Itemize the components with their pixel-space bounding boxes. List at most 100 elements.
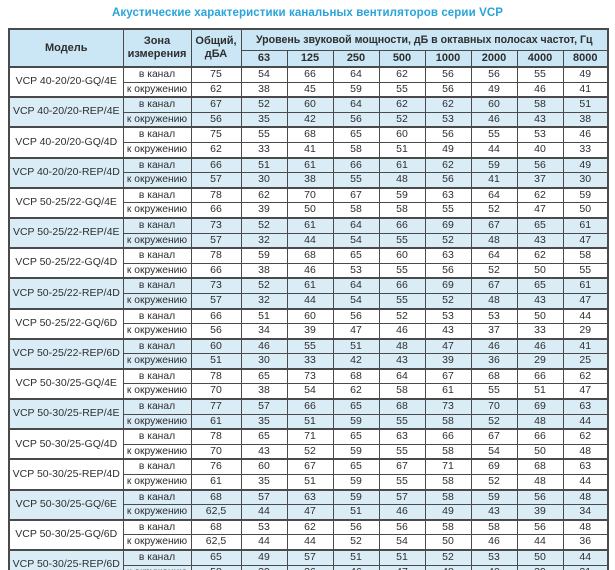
zone-cell: к окружению: [122, 413, 192, 430]
value-cell-125hz: 38: [286, 172, 334, 189]
table-row: VCP 50-30/25-REP/4D в канал 76 60 67 65 67 71 69…: [8, 458, 609, 491]
value-cell-250hz: 65: [332, 428, 380, 445]
value-cell-125hz: 61: [286, 216, 334, 234]
value-cell-8000hz: 49: [562, 156, 609, 174]
value-cell-500hz: 54: [378, 534, 426, 551]
total-dba-cell: 57: [190, 292, 242, 310]
value-cell-500hz: 62: [378, 96, 426, 113]
value-cell-63hz: 60: [240, 458, 288, 476]
value-cell-2000hz: 59: [470, 488, 518, 506]
zone-cell: в канал: [122, 156, 192, 174]
value-cell-4000hz: 65: [516, 216, 564, 234]
value-cell-1000hz: 53: [424, 111, 472, 128]
total-dba-cell: 78: [190, 186, 242, 204]
total-dba-cell: 66: [190, 156, 242, 174]
value-cell-125hz: 66: [286, 65, 334, 83]
value-cell-250hz: 64: [332, 216, 380, 234]
value-cell-8000hz: 63: [562, 398, 609, 415]
value-cell-500hz: 63: [378, 428, 426, 445]
value-cell-2000hz: 59: [470, 156, 518, 174]
value-cell-63hz: 54: [240, 65, 288, 83]
value-cell-250hz: 54: [332, 232, 380, 249]
value-cell-8000hz: 62: [562, 367, 609, 385]
value-cell-8000hz: 44: [562, 413, 609, 430]
value-cell-4000hz: 58: [516, 96, 564, 113]
zone-cell: к окружению: [122, 141, 192, 159]
zone-cell: в канал: [122, 277, 192, 294]
value-cell-63hz: 57: [240, 488, 288, 506]
value-cell-250hz: 65: [332, 398, 380, 415]
value-cell-500hz: 58: [378, 202, 426, 219]
zone-cell: к окружению: [122, 202, 192, 219]
value-cell-8000hz: 44: [562, 548, 609, 566]
value-cell-1000hz: 63: [424, 247, 472, 264]
value-cell-8000hz: 50: [562, 202, 609, 219]
value-cell-63hz: 43: [240, 443, 288, 460]
value-cell-63hz: 44: [240, 504, 288, 521]
value-cell-8000hz: 47: [562, 383, 609, 400]
value-cell-500hz: 55: [378, 232, 426, 249]
value-cell-1000hz: 49: [424, 504, 472, 521]
total-dba-cell: 61: [190, 474, 242, 491]
value-cell-4000hz: 47: [516, 202, 564, 219]
value-cell-8000hz: 63: [562, 458, 609, 476]
value-cell-1000hz: 49: [424, 141, 472, 159]
zone-cell: к окружению: [122, 383, 192, 400]
value-cell-250hz: 56: [332, 307, 380, 325]
value-cell-250hz: 59: [332, 413, 380, 430]
col-header-freq-125: 125: [286, 50, 334, 68]
value-cell-8000hz: 34: [562, 504, 609, 521]
value-cell-125hz: 47: [286, 504, 334, 521]
value-cell-125hz: 44: [286, 534, 334, 551]
value-cell-8000hz: 62: [562, 428, 609, 445]
value-cell-125hz: 73: [286, 367, 334, 385]
value-cell-4000hz: 50: [516, 443, 564, 460]
value-cell-4000hz: 46: [516, 337, 564, 355]
value-cell-4000hz: 51: [516, 383, 564, 400]
total-dba-cell: 56: [190, 323, 242, 340]
total-dba-cell: 57: [190, 172, 242, 189]
total-dba-cell: 66: [190, 262, 242, 279]
value-cell-63hz: 46: [240, 337, 288, 355]
table-row: к окружению 51 30 33 42 43 39 36 29 25: [9, 353, 609, 370]
value-cell-1000hz: 52: [424, 548, 472, 566]
value-cell-63hz: 38: [240, 383, 288, 400]
value-cell-2000hz: 67: [470, 277, 518, 294]
value-cell-63hz: 35: [240, 474, 288, 491]
zone-cell: в канал: [122, 518, 192, 536]
total-dba-cell: 62,5: [190, 534, 242, 551]
model-cell: VCP 50-30/25-GQ/4E: [8, 367, 124, 400]
value-cell-125hz: 33: [286, 353, 334, 370]
value-cell-2000hz: 64: [470, 247, 518, 264]
value-cell-4000hz: 44: [516, 534, 564, 551]
value-cell-63hz: 44: [240, 534, 288, 551]
value-cell-8000hz: 48: [562, 443, 609, 460]
value-cell-250hz: 52: [332, 534, 380, 551]
value-cell-8000hz: 41: [562, 81, 609, 98]
value-cell-8000hz: 41: [562, 337, 609, 355]
value-cell-4000hz: 39: [516, 564, 564, 570]
value-cell-125hz: 50: [286, 202, 334, 219]
value-cell-125hz: 42: [286, 111, 334, 128]
value-cell-4000hz: 39: [516, 504, 564, 521]
value-cell-8000hz: 49: [562, 65, 609, 83]
value-cell-125hz: 44: [286, 292, 334, 310]
value-cell-2000hz: 64: [470, 186, 518, 204]
zone-cell: в канал: [122, 337, 192, 355]
value-cell-4000hz: 53: [516, 126, 564, 143]
value-cell-2000hz: 48: [470, 292, 518, 310]
value-cell-250hz: 55: [332, 172, 380, 189]
value-cell-125hz: 45: [286, 81, 334, 98]
zone-cell: к окружению: [122, 534, 192, 551]
value-cell-125hz: 61: [286, 277, 334, 294]
value-cell-500hz: 64: [378, 367, 426, 385]
zone-cell: в канал: [122, 307, 192, 325]
value-cell-1000hz: 39: [424, 353, 472, 370]
table-row: к окружению583936464748403931: [9, 564, 609, 570]
value-cell-8000hz: 61: [562, 216, 609, 234]
value-cell-4000hz: 55: [516, 65, 564, 83]
value-cell-2000hz: 54: [470, 443, 518, 460]
value-cell-500hz: 60: [378, 126, 426, 143]
value-cell-63hz: 33: [240, 141, 288, 159]
